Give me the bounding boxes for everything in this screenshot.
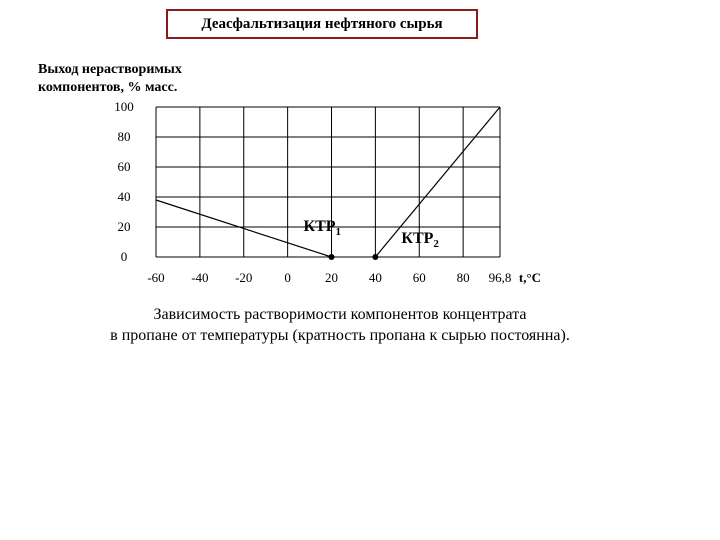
chart-title: Деасфальтизация нефтяного сырья [166, 9, 478, 39]
x-tick-label: 20 [325, 270, 338, 285]
caption-line1: Зависимость растворимости компонентов ко… [153, 306, 527, 323]
y-tick-label: 100 [114, 99, 134, 114]
y-axis-label: Выход нерастворимых компонентов, % масс. [38, 61, 182, 97]
x-tick-label: 80 [457, 270, 470, 285]
x-tick-label: 60 [413, 270, 426, 285]
x-axis-label: t,°C [519, 270, 541, 285]
caption-line2: в пропане от температуры (кратность проп… [110, 327, 570, 344]
y-tick-label: 40 [118, 189, 131, 204]
critical-point-marker [372, 254, 379, 260]
series-line [374, 106, 501, 258]
y-tick-label: 80 [118, 129, 131, 144]
critical-point-marker [328, 254, 335, 260]
x-tick-label: -20 [235, 270, 252, 285]
x-tick-label: 96,8 [489, 270, 512, 285]
critical-point-label: КТР1 [304, 218, 342, 238]
critical-point-label: КТР2 [401, 230, 439, 250]
y-tick-label: 60 [118, 159, 131, 174]
y-tick-label: 0 [121, 249, 128, 264]
x-tick-label: 40 [369, 270, 382, 285]
series-line [155, 199, 332, 258]
x-tick-label: 0 [284, 270, 291, 285]
y-axis-label-line2: компонентов, % масс. [38, 80, 178, 95]
y-tick-label: 20 [118, 219, 131, 234]
x-tick-label: -60 [147, 270, 164, 285]
figure-caption: Зависимость растворимости компонентов ко… [40, 304, 640, 346]
y-axis-label-line1: Выход нерастворимых [38, 62, 182, 77]
x-tick-label: -40 [191, 270, 208, 285]
